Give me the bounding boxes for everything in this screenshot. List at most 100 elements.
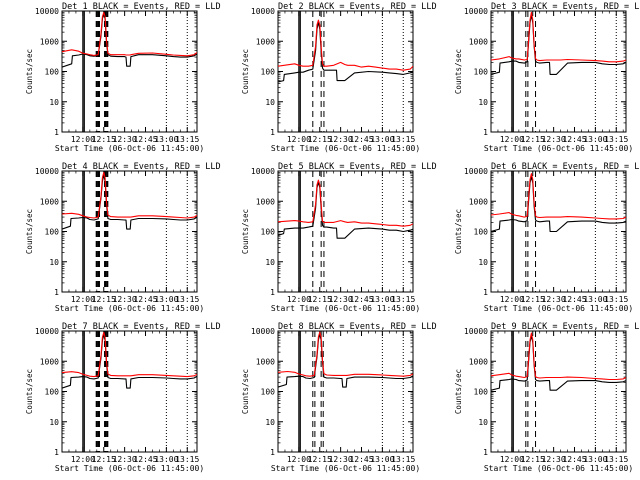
x-tick-label: 12:45 (562, 455, 586, 464)
plot-frame (61, 330, 198, 453)
y-tick-label: 1 (54, 448, 59, 457)
x-tick-label: 12:30 (329, 135, 353, 144)
y-tick-label: 1000 (256, 357, 275, 366)
x-tick-label: 13:15 (391, 135, 415, 144)
y-tick-label: 10000 (35, 167, 59, 176)
detector-panel: 1 10 100 1000 10000 12:0012:1512:3012:4513:00… (241, 322, 437, 473)
x-axis-label: Start Time (06-Oct-06 11:45:00) (484, 464, 633, 473)
y-tick-label: 1000 (469, 37, 488, 46)
y-axis-label: Counts/sec (454, 369, 463, 414)
y-tick-label: 100 (45, 68, 60, 77)
x-tick-label: 12:00 (287, 295, 311, 304)
x-tick-label: 13:00 (154, 135, 178, 144)
y-tick-label: 10 (49, 418, 59, 427)
y-tick-label: 10000 (35, 7, 59, 16)
y-tick-label: 10000 (464, 167, 488, 176)
detector-panel: 1 10 100 1000 10000 12:0012:1512:3012:4513:00… (454, 322, 640, 473)
y-axis-label: Counts/sec (454, 209, 463, 254)
y-tick-label: 1 (270, 288, 275, 297)
y-tick-label: 1000 (469, 357, 488, 366)
series-group (491, 173, 626, 233)
x-axis-label: Start Time (06-Oct-06 11:45:00) (484, 144, 633, 153)
lld-series-line (62, 11, 197, 57)
plot-frame (277, 10, 414, 133)
x-tick-label: 12:15 (308, 135, 332, 144)
y-tick-label: 10000 (464, 327, 488, 336)
lld-series-line (62, 331, 197, 378)
x-tick-label: 12:15 (92, 135, 116, 144)
panel-title: Det 2 BLACK = Events, RED = LLD (278, 2, 437, 12)
panel-title: Det 3 BLACK = Events, RED = LLD (491, 2, 640, 12)
y-tick-label: 1 (483, 128, 488, 137)
y-tick-label: 100 (261, 228, 276, 237)
x-tick-label: 13:00 (583, 135, 607, 144)
detector-panel: 1 10 100 1000 10000 12:0012:1512:3012:4513:00… (25, 2, 221, 153)
lld-series-line (491, 11, 626, 63)
x-axis-label: Start Time (06-Oct-06 11:45:00) (55, 464, 204, 473)
y-tick-label: 10 (478, 418, 488, 427)
lld-series-line (278, 179, 413, 227)
detector-panel: 1 10 100 1000 10000 12:0012:1512:3012:4513:00… (454, 2, 640, 153)
series-group (491, 11, 626, 75)
series-group (62, 171, 197, 230)
y-axis-label: Counts/sec (25, 49, 34, 94)
y-tick-label: 1 (270, 128, 275, 137)
x-tick-label: 13:00 (154, 295, 178, 304)
x-tick-label: 12:45 (133, 455, 157, 464)
x-tick-label: 12:30 (329, 455, 353, 464)
y-axis-label: Counts/sec (25, 369, 34, 414)
y-tick-label: 10000 (251, 7, 275, 16)
plot-frame (61, 10, 198, 133)
detector-panel: 1 10 100 1000 10000 12:0012:1512:3012:4513:00… (25, 162, 221, 313)
y-axis-label: Counts/sec (241, 209, 250, 254)
x-tick-label: 13:15 (175, 135, 199, 144)
y-tick-label: 1 (483, 288, 488, 297)
events-series-line (491, 176, 626, 233)
x-tick-label: 13:15 (175, 295, 199, 304)
y-axis-label: Counts/sec (241, 369, 250, 414)
events-series-line (62, 174, 197, 230)
y-tick-label: 1000 (256, 197, 275, 206)
y-tick-label: 100 (474, 228, 489, 237)
x-tick-label: 13:15 (604, 295, 628, 304)
x-tick-label: 13:00 (370, 455, 394, 464)
plot-frame (61, 170, 198, 293)
y-tick-label: 100 (261, 68, 276, 77)
y-tick-label: 1000 (40, 197, 59, 206)
x-tick-label: 12:45 (349, 295, 373, 304)
panel-title: Det 1 BLACK = Events, RED = LLD (62, 2, 221, 12)
y-tick-label: 10 (49, 258, 59, 267)
detector-panel: 1 10 100 1000 10000 12:0012:1512:3012:4513:00… (25, 322, 221, 473)
x-tick-label: 13:15 (604, 135, 628, 144)
x-axis-label: Start Time (06-Oct-06 11:45:00) (271, 304, 420, 313)
y-tick-label: 1000 (40, 37, 59, 46)
x-tick-label: 12:00 (500, 455, 524, 464)
x-tick-label: 12:45 (562, 295, 586, 304)
x-tick-label: 13:15 (391, 295, 415, 304)
y-tick-label: 10 (265, 258, 275, 267)
x-tick-label: 13:15 (604, 455, 628, 464)
y-tick-label: 1 (54, 288, 59, 297)
y-axis-label: Counts/sec (454, 49, 463, 94)
detector-panel: 1 10 100 1000 10000 12:0012:1512:3012:4513:00… (241, 162, 437, 313)
x-tick-label: 12:45 (349, 135, 373, 144)
x-tick-label: 12:30 (542, 295, 566, 304)
lld-series-line (278, 19, 413, 71)
x-tick-label: 12:45 (562, 135, 586, 144)
series-group (278, 179, 413, 239)
series-group (278, 331, 413, 388)
x-tick-label: 12:00 (287, 455, 311, 464)
y-tick-label: 100 (45, 388, 60, 397)
y-tick-label: 1 (54, 128, 59, 137)
x-tick-label: 12:15 (92, 295, 116, 304)
y-tick-label: 10 (265, 98, 275, 107)
x-tick-label: 12:00 (71, 135, 95, 144)
x-tick-label: 12:30 (113, 455, 137, 464)
x-tick-label: 13:00 (154, 455, 178, 464)
y-tick-label: 100 (261, 388, 276, 397)
x-tick-label: 12:45 (133, 295, 157, 304)
x-axis-label: Start Time (06-Oct-06 11:45:00) (55, 304, 204, 313)
x-tick-label: 12:30 (329, 295, 353, 304)
x-tick-label: 12:15 (521, 455, 545, 464)
